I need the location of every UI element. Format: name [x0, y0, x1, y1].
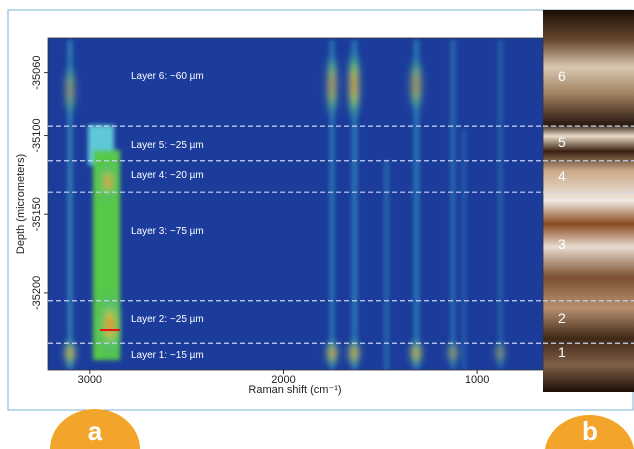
layer-number: 2 — [558, 310, 566, 326]
layer-label: Layer 4: ~20 µm — [131, 170, 204, 181]
y-tick-label: -35100 — [31, 118, 43, 152]
x-tick-label: 1000 — [465, 374, 489, 386]
figure: a b Raman shift (cm⁻¹) Depth (micrometer… — [0, 0, 634, 449]
layer-number: 4 — [558, 168, 566, 184]
layer-number: 6 — [558, 68, 566, 84]
panel-label: b — [582, 416, 598, 446]
layer-number: 5 — [558, 134, 566, 150]
heatmap — [48, 38, 543, 370]
y-tick-label: -35150 — [31, 197, 43, 231]
layer-label: Layer 3: ~75 µm — [131, 226, 204, 237]
x-tick-label: 2000 — [271, 374, 295, 386]
y-axis-title: Depth (micrometers) — [15, 154, 27, 254]
layer-label: Layer 1: ~15 µm — [131, 350, 204, 361]
layer-number: 3 — [558, 236, 566, 252]
y-tick-label: -35060 — [31, 55, 43, 89]
y-tick-label: -35200 — [31, 276, 43, 310]
layer-label: Layer 5: ~25 µm — [131, 140, 204, 151]
layer-label: Layer 2: ~25 µm — [131, 314, 204, 325]
x-tick-label: 3000 — [78, 374, 102, 386]
layer-number: 1 — [558, 344, 566, 360]
panel-label: a — [88, 416, 103, 446]
micrograph — [543, 10, 634, 392]
layer-label: Layer 6: ~60 µm — [131, 71, 204, 82]
